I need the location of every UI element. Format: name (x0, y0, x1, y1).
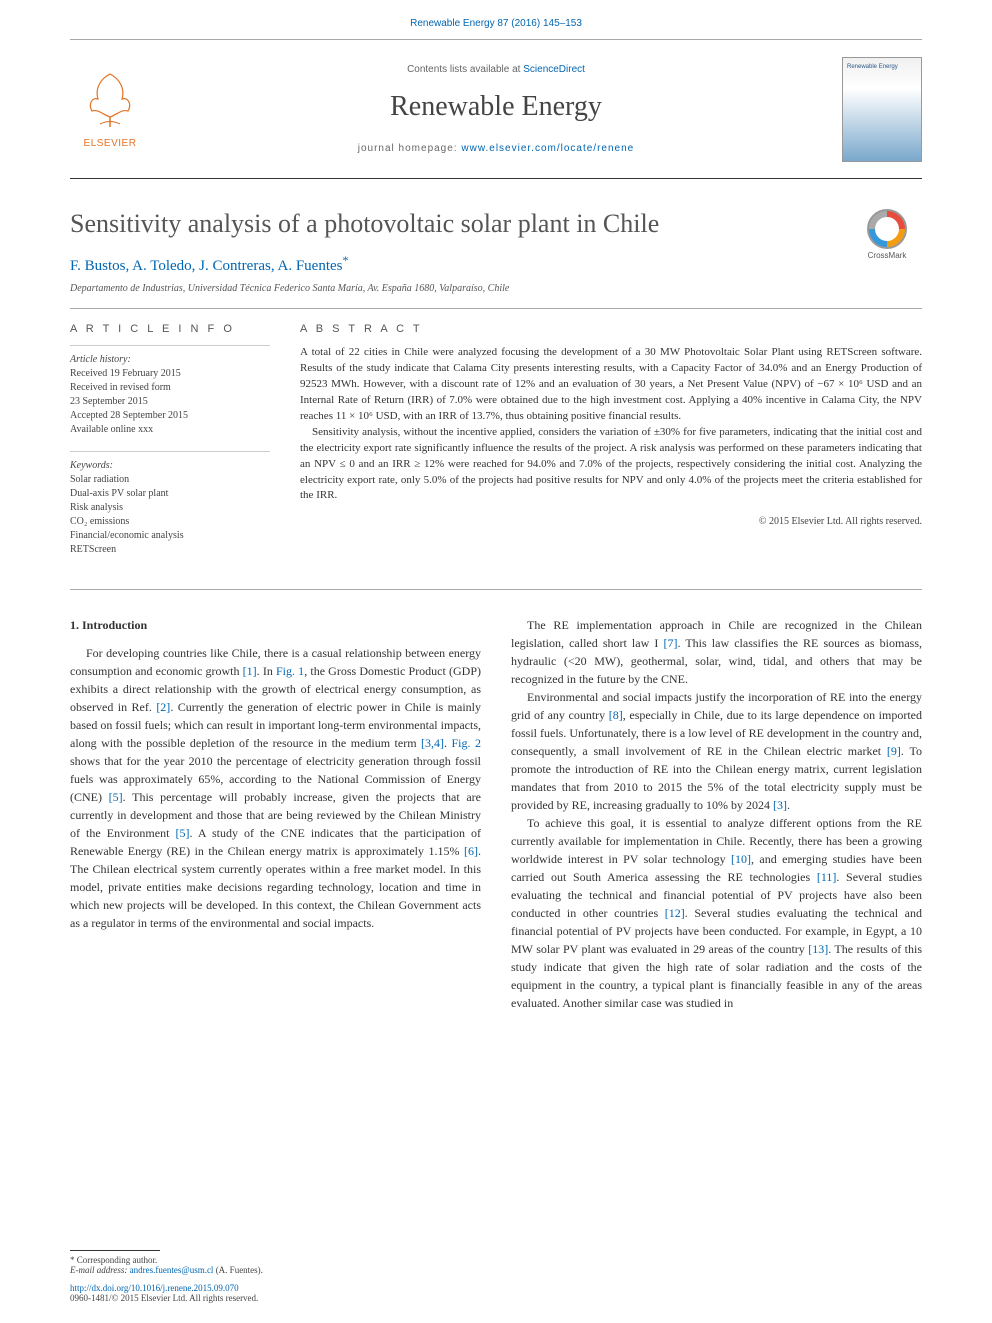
doi-link[interactable]: http://dx.doi.org/10.1016/j.renene.2015.… (70, 1283, 239, 1293)
cite-1[interactable]: [1] (243, 664, 257, 678)
doi-line: http://dx.doi.org/10.1016/j.renene.2015.… (70, 1283, 922, 1293)
corresponding-note: * Corresponding author. (70, 1255, 922, 1265)
cite-3[interactable]: [3] (773, 798, 787, 812)
cite-8[interactable]: [8] (609, 708, 623, 722)
cite-5b[interactable]: [5] (175, 826, 189, 840)
t: . (444, 736, 451, 750)
abstract-p2: Sensitivity analysis, without the incent… (300, 425, 922, 505)
email-line: E-mail address: andres.fuentes@usm.cl (A… (70, 1265, 922, 1275)
corresponding-email-link[interactable]: andres.fuentes@usm.cl (130, 1265, 214, 1275)
cite-fig1[interactable]: Fig. 1 (276, 664, 304, 678)
journal-homepage: journal homepage: www.elsevier.com/locat… (150, 143, 842, 154)
article-info-panel: A R T I C L E I N F O Article history: R… (70, 323, 270, 571)
abstract-copyright: © 2015 Elsevier Ltd. All rights reserved… (300, 516, 922, 527)
email-suffix: (A. Fuentes). (213, 1265, 263, 1275)
title-block: CrossMark Sensitivity analysis of a phot… (70, 209, 922, 294)
publisher-name: ELSEVIER (70, 138, 150, 149)
history-revised-label: Received in revised form (70, 381, 270, 395)
cite-5a[interactable]: [5] (109, 790, 123, 804)
authors-line: F. Bustos, A. Toledo, J. Contreras, A. F… (70, 253, 922, 275)
info-abstract-row: A R T I C L E I N F O Article history: R… (70, 309, 922, 590)
crossmark-badge[interactable]: CrossMark (852, 209, 922, 260)
history-accepted: Accepted 28 September 2015 (70, 409, 270, 423)
cite-7[interactable]: [7] (663, 636, 677, 650)
running-head: Renewable Energy 87 (2016) 145–153 (0, 0, 992, 39)
abstract-panel: A B S T R A C T A total of 22 cities in … (300, 323, 922, 571)
col2-p1: The RE implementation approach in Chile … (511, 616, 922, 688)
header-center: Contents lists available at ScienceDirec… (150, 64, 842, 154)
history-revised-date: 23 September 2015 (70, 395, 270, 409)
cite-11[interactable]: [11] (817, 870, 837, 884)
elsevier-tree-icon (80, 69, 140, 129)
page-footer: * Corresponding author. E-mail address: … (70, 1250, 922, 1303)
journal-name: Renewable Energy (150, 91, 842, 123)
authors-names: F. Bustos, A. Toledo, J. Contreras, A. F… (70, 258, 342, 274)
column-right: The RE implementation approach in Chile … (511, 616, 922, 1012)
cite-2[interactable]: [2] (156, 700, 170, 714)
footnote-rule (70, 1250, 160, 1251)
keywords-block: Keywords: Solar radiation Dual-axis PV s… (70, 451, 270, 557)
contents-line: Contents lists available at ScienceDirec… (150, 64, 842, 75)
cite-6[interactable]: [6] (464, 844, 478, 858)
homepage-link[interactable]: www.elsevier.com/locate/renene (461, 143, 634, 154)
section-1-heading: 1. Introduction (70, 616, 481, 634)
keyword-0: Solar radiation (70, 473, 270, 487)
abstract-heading: A B S T R A C T (300, 323, 922, 335)
keyword-3: CO₂ emissions (70, 515, 270, 529)
crossmark-label: CrossMark (852, 251, 922, 260)
column-left: 1. Introduction For developing countries… (70, 616, 481, 1012)
corresponding-asterisk: * (342, 253, 348, 267)
journal-cover-thumbnail: Renewable Energy (842, 57, 922, 162)
homepage-prefix: journal homepage: (358, 143, 462, 154)
col2-p2: Environmental and social impacts justify… (511, 688, 922, 814)
t: . In (257, 664, 276, 678)
publisher-logo: ELSEVIER (70, 69, 150, 149)
col2-p3: To achieve this goal, it is essential to… (511, 814, 922, 1012)
history-block: Article history: Received 19 February 20… (70, 345, 270, 437)
cite-10[interactable]: [10] (731, 852, 751, 866)
cite-12[interactable]: [12] (665, 906, 685, 920)
abstract-p1: A total of 22 cities in Chile were analy… (300, 345, 922, 425)
cite-34[interactable]: [3,4] (421, 736, 444, 750)
keywords-label: Keywords: (70, 460, 270, 471)
t: . (787, 798, 790, 812)
cite-fig2[interactable]: Fig. 2 (452, 736, 482, 750)
article-title: Sensitivity analysis of a photovoltaic s… (70, 209, 922, 239)
keyword-2: Risk analysis (70, 501, 270, 515)
history-label: Article history: (70, 354, 270, 365)
keyword-5: RETScreen (70, 543, 270, 557)
journal-header-bar: ELSEVIER Contents lists available at Sci… (70, 39, 922, 179)
sciencedirect-link[interactable]: ScienceDirect (523, 64, 585, 75)
body-columns: 1. Introduction For developing countries… (70, 616, 922, 1012)
cite-13[interactable]: [13] (808, 942, 828, 956)
cite-9[interactable]: [9] (887, 744, 901, 758)
keyword-1: Dual-axis PV solar plant (70, 487, 270, 501)
email-label: E-mail address: (70, 1265, 130, 1275)
history-online: Available online xxx (70, 423, 270, 437)
article-info-heading: A R T I C L E I N F O (70, 323, 270, 335)
affiliation: Departamento de Industrias, Universidad … (70, 283, 922, 294)
abstract-body: A total of 22 cities in Chile were analy… (300, 345, 922, 504)
history-received: Received 19 February 2015 (70, 367, 270, 381)
keyword-4: Financial/economic analysis (70, 529, 270, 543)
col1-p1: For developing countries like Chile, the… (70, 644, 481, 932)
contents-prefix: Contents lists available at (407, 64, 523, 75)
issn-line: 0960-1481/© 2015 Elsevier Ltd. All right… (70, 1293, 922, 1303)
crossmark-icon (867, 209, 907, 249)
cover-title: Renewable Energy (843, 58, 921, 76)
